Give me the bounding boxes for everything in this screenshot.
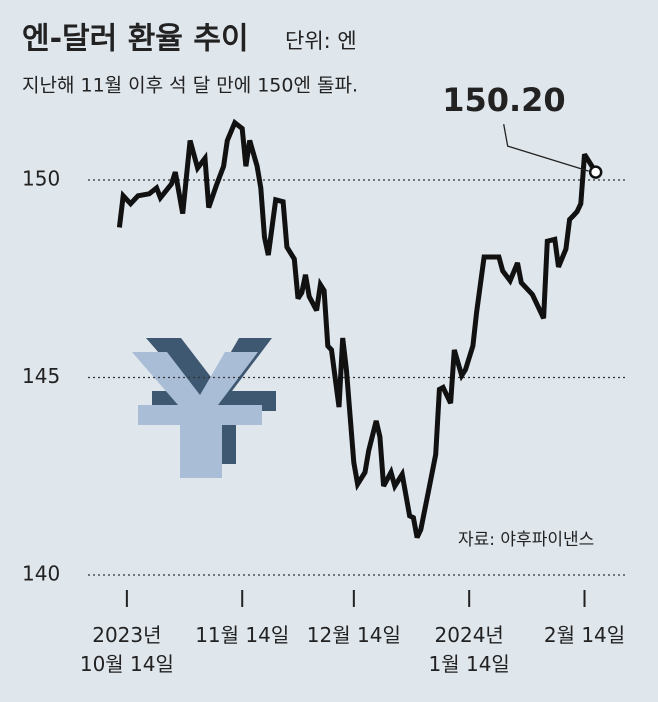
x-tick-label: 11월 14일 <box>195 623 289 647</box>
x-tick-label: 12월 14일 <box>307 623 401 647</box>
x-tick-label: 2월 14일 <box>544 623 625 647</box>
y-tick-label: 150 <box>22 167 60 191</box>
y-tick-label: 145 <box>22 364 60 388</box>
chart-title: 엔-달러 환율 추이 <box>22 22 249 57</box>
x-tick-label: 2023년 10월 14일 <box>80 623 174 676</box>
source: 자료: 야후파이낸스 <box>458 530 594 550</box>
leader-line <box>503 123 589 172</box>
value-label: 150.20 <box>442 81 565 119</box>
line <box>116 118 598 539</box>
unit-label: 단위: 엔 <box>285 29 357 53</box>
subtitle: 지난해 11월 이후 석 달 만에 150엔 돌파. <box>22 75 358 97</box>
yen-icon <box>132 338 276 478</box>
y-tick-label: 140 <box>22 562 60 586</box>
x-tick-label: 2024년 1월 14일 <box>429 623 510 676</box>
end-marker <box>588 165 603 179</box>
